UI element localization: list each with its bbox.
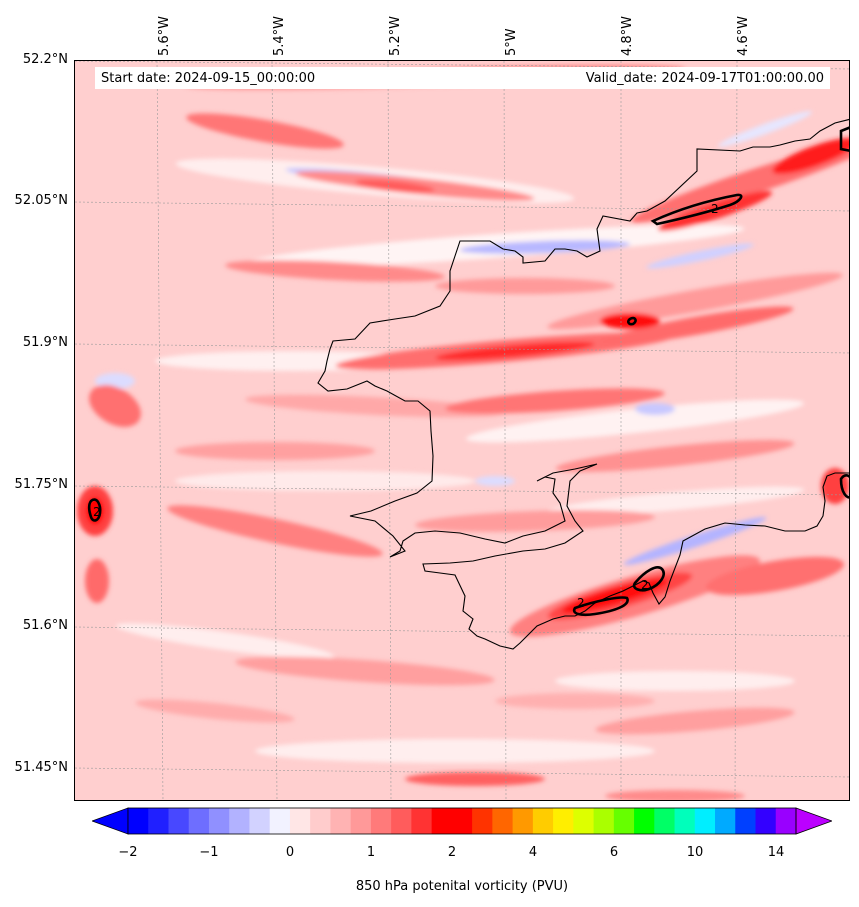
start-date-text: Start date: 2024-09-15_00:00:00 (101, 70, 316, 86)
colorbar-cell (391, 808, 412, 834)
colorbar-cell (553, 808, 574, 834)
colorbar-cell (208, 808, 230, 834)
contour-label: 2 (641, 578, 649, 592)
colorbar-cell (735, 808, 757, 834)
colorbar-tick: 1 (366, 845, 376, 860)
colorbar-tick: 4 (528, 845, 538, 860)
colorbar-tick: 6 (609, 845, 619, 860)
valid-date-text: Valid_date: 2024-09-17T01:00:00.00 (585, 70, 824, 86)
lon-label: 5°W (504, 28, 519, 56)
colorbar-cell (532, 808, 554, 834)
contour-label: 2 (93, 505, 101, 519)
graticule (75, 61, 849, 800)
contour-2pvu (87, 126, 849, 617)
colorbar-cell (694, 808, 716, 834)
colorbar-cell (168, 808, 190, 834)
vorticity-field: 2 2 2 2 (75, 61, 849, 800)
colorbar (92, 807, 832, 835)
date-info-box: Start date: 2024-09-15_00:00:00 Valid_da… (95, 67, 830, 89)
coastline (317, 118, 849, 650)
colorbar-cell (310, 808, 331, 834)
colorbar-cell (451, 808, 473, 834)
colorbar-cell (370, 808, 392, 834)
lat-label: 52.05°N (14, 193, 68, 208)
lon-label: 4.8°W (620, 15, 635, 56)
colorbar-cell (128, 808, 149, 834)
colorbar-border (127, 807, 797, 835)
colorbar-tick: 14 (767, 845, 785, 860)
colorbar-tick: −1 (199, 845, 219, 860)
colorbar-cell (593, 808, 615, 834)
colorbar-cell (613, 808, 635, 834)
colorbar-cell (472, 808, 493, 834)
colorbar-cell (289, 808, 311, 834)
colorbar-cell (229, 808, 250, 834)
lon-label: 5.4°W (272, 15, 287, 56)
colorbar-tick: 0 (285, 845, 295, 860)
colorbar-cell (715, 808, 736, 834)
colorbar-cell (350, 808, 372, 834)
colorbar-cell (775, 808, 797, 834)
colorbar-cell (634, 808, 655, 834)
colorbar-cell (674, 808, 696, 834)
colorbar-cell (573, 808, 595, 834)
colorbar-cell (188, 808, 210, 834)
colorbar-label: 850 hPa potenital vorticity (PVU) (355, 879, 569, 894)
colorbar-cell (654, 808, 676, 834)
colorbar-cell (512, 808, 534, 834)
colorbar-extend-low (92, 807, 129, 835)
colorbar-cell (269, 808, 291, 834)
colorbar-cell (431, 808, 453, 834)
contour-label: 2 (711, 202, 719, 216)
colorbar-tick: −2 (118, 845, 138, 860)
map-panel: 2 2 2 2 (74, 60, 850, 801)
lat-label: 51.9°N (22, 335, 68, 350)
colorbar-extend-high (795, 807, 832, 835)
lon-label: 4.6°W (736, 15, 751, 56)
lat-label: 51.6°N (22, 618, 68, 633)
lon-label: 5.6°W (157, 15, 172, 56)
colorbar-tick: 10 (686, 845, 704, 860)
colorbar-cell (492, 808, 514, 834)
lat-label: 51.45°N (14, 760, 68, 775)
colorbar-tick: 2 (447, 845, 457, 860)
lon-label: 5.2°W (388, 15, 403, 56)
colorbar-cell (148, 808, 169, 834)
colorbar-cell (755, 808, 777, 834)
colorbar-cell (249, 808, 271, 834)
lat-label: 52.2°N (22, 52, 68, 67)
contour-label: 2 (577, 596, 585, 610)
colorbar-cell (411, 808, 433, 834)
colorbar-cell (330, 808, 352, 834)
lat-label: 51.75°N (14, 477, 68, 492)
